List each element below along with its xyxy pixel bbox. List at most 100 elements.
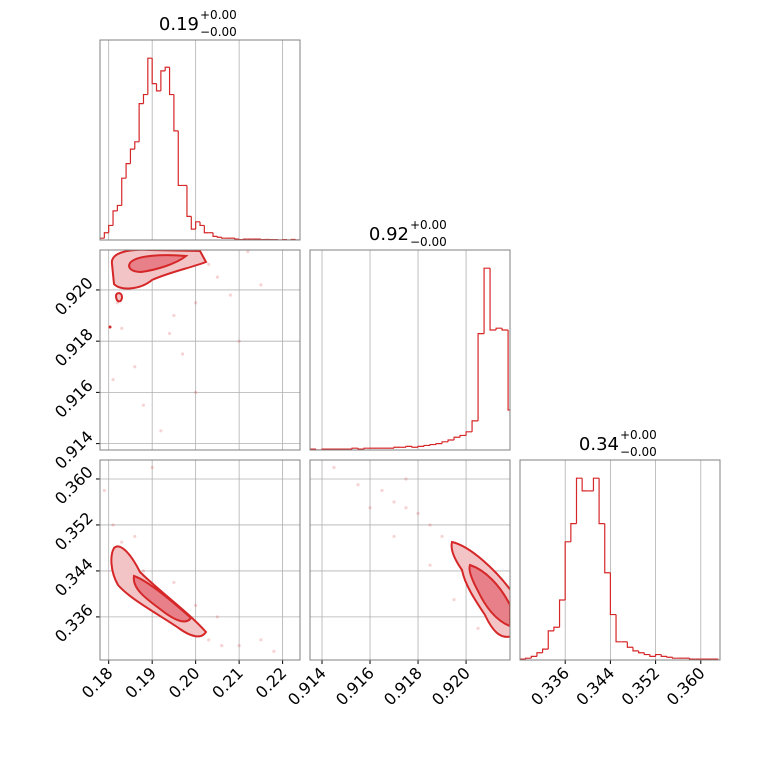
title-lower: −0.00 <box>200 25 237 39</box>
title-upper: +0.00 <box>200 8 237 22</box>
density-contours <box>108 250 510 638</box>
sample-point <box>194 301 198 305</box>
sample-point <box>220 644 224 648</box>
sample-point <box>332 465 336 470</box>
histogram-step <box>598 478 605 525</box>
histogram-step <box>173 94 179 132</box>
sample-point <box>120 326 124 330</box>
panel-frame <box>519 459 721 661</box>
sample-point <box>111 377 115 382</box>
histogram-step <box>489 268 497 331</box>
histogram-step <box>138 103 144 142</box>
histogram-step <box>654 653 662 657</box>
histogram-step <box>203 225 209 234</box>
histogram-step <box>411 446 419 448</box>
sample-point <box>102 488 106 493</box>
histogram-step <box>666 656 673 658</box>
histogram-step <box>108 224 114 233</box>
histogram-step <box>471 420 479 432</box>
histogram-step <box>212 232 218 237</box>
histogram-step <box>186 185 192 217</box>
sample-point <box>133 534 137 539</box>
sample-point <box>356 483 360 487</box>
sample-point <box>404 506 408 510</box>
sample-point <box>476 626 480 630</box>
histogram-step <box>581 478 588 492</box>
panel: 0.914 0.916 0.918 0.920 <box>51 250 300 473</box>
contour-group <box>450 540 510 638</box>
histogram-step <box>315 449 323 450</box>
histogram-step <box>357 448 365 450</box>
contour-inner <box>132 574 193 623</box>
sample-point <box>272 649 276 653</box>
histogram-step <box>100 237 105 240</box>
histogram-step <box>553 626 560 631</box>
histogram-step <box>116 204 122 211</box>
histogram-step <box>501 328 509 331</box>
y-tick-label: 0.916 <box>51 376 97 422</box>
sample-point <box>380 488 384 493</box>
title-upper: +0.00 <box>410 218 447 232</box>
histogram-step <box>423 444 431 447</box>
histogram-step <box>626 641 633 648</box>
sample-point <box>194 390 198 394</box>
sample-point <box>215 615 219 619</box>
title-lower: −0.00 <box>620 445 657 459</box>
contour-dot <box>108 325 112 329</box>
sample-point <box>172 580 176 585</box>
sample-point <box>392 534 396 539</box>
histogram-step <box>129 148 135 164</box>
panel: 0.19 +0.00 −0.00 <box>100 8 300 240</box>
sample-point <box>141 403 146 407</box>
histogram-step <box>671 657 679 659</box>
histogram-step <box>234 238 240 240</box>
histogram-step <box>195 221 200 230</box>
histogram-step <box>417 445 425 448</box>
x-tick-label: 0.20 <box>165 663 204 702</box>
histogram-step <box>643 652 650 656</box>
sample-point <box>215 275 219 279</box>
sample-point <box>452 598 456 602</box>
sample-point <box>404 477 408 481</box>
sample-point <box>368 506 372 510</box>
histogram-step <box>310 448 317 450</box>
x-tick-label: 0.352 <box>618 663 664 709</box>
title-upper: +0.00 <box>620 428 657 442</box>
panel-title: 0.19 <box>159 14 199 35</box>
sample-point <box>194 603 198 608</box>
histogram-step <box>541 648 549 653</box>
histogram-step <box>530 655 537 659</box>
histogram-step <box>495 327 503 330</box>
panel: 0.336 0.344 0.352 0.360 0.34 +0.00 −0.00 <box>520 428 719 709</box>
histogram-step <box>134 141 140 150</box>
histogram-step <box>649 654 656 657</box>
histogram-step <box>125 163 131 179</box>
histogram-step <box>547 630 554 650</box>
sample-point <box>259 283 263 287</box>
x-tick-label: 0.344 <box>572 663 618 709</box>
histogram-step <box>112 210 118 226</box>
x-tick-label: 0.336 <box>527 663 573 709</box>
sample-point <box>428 523 432 527</box>
plot-area <box>332 465 499 630</box>
sample-point <box>237 339 241 343</box>
histogram-step <box>558 599 566 628</box>
y-tick-label: 0.360 <box>51 462 97 508</box>
histogram-step <box>221 237 227 239</box>
histogram-step <box>405 445 413 448</box>
histogram-step <box>429 443 437 446</box>
sample-point <box>246 250 250 254</box>
histogram-step <box>155 83 161 92</box>
histogram-step <box>160 70 166 91</box>
histogram-step <box>242 238 248 240</box>
histogram-step <box>121 177 127 206</box>
y-tick-label: 0.920 <box>51 273 97 319</box>
histogram-step <box>142 93 148 104</box>
histogram-step <box>477 333 485 421</box>
y-tick-label: 0.918 <box>51 325 97 371</box>
histogram-step <box>632 647 639 652</box>
sample-point <box>133 365 137 369</box>
histogram-step <box>177 130 183 187</box>
